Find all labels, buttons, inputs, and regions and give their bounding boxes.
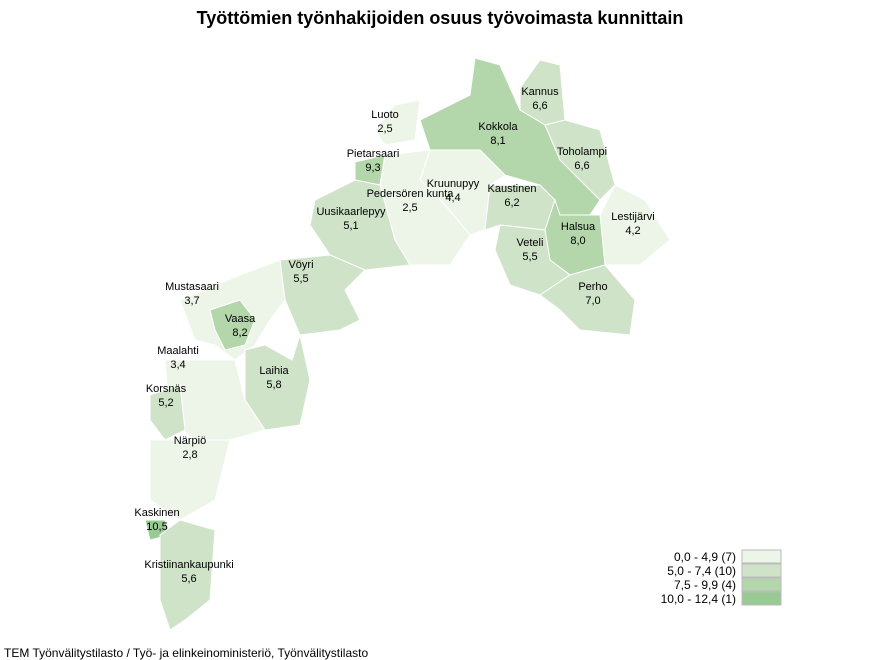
region-value: 2,5 [377,123,392,135]
region-name: Vaasa [225,313,256,325]
legend-label: 5,0 - 7,4 (10) [667,564,736,578]
region-name: Maalahti [157,345,199,357]
region-name: Laihia [259,365,289,377]
region [149,384,186,441]
region-name: Kruunupyy [427,178,480,190]
map-title: Työttömien työnhakijoiden osuus työvoima… [197,8,684,28]
region-name: Pedersören kunta [367,188,455,200]
region-name: Mustasaari [165,281,219,293]
legend-swatch [741,591,782,606]
legend: 0,0 - 4,9 (7)5,0 - 7,4 (10)7,5 - 9,9 (4)… [661,549,782,606]
region-value: 5,5 [522,251,537,263]
region-name: Uusikaarlepyy [316,206,386,218]
region-name: Veteli [517,237,544,249]
region-name: Lestijärvi [611,211,654,223]
region-name: Kristiinankaupunki [144,559,233,571]
region-value: 5,5 [293,273,308,285]
region-value: 3,7 [184,295,199,307]
region-name: Luoto [371,109,399,121]
region-value: 5,8 [266,379,281,391]
region-name: Halsua [561,221,596,233]
region-name: Korsnäs [146,383,187,395]
region-value: 4,2 [625,225,640,237]
region-name: Toholampi [557,146,607,158]
legend-swatch [741,563,782,578]
region-value: 5,2 [158,397,173,409]
region-name: Närpiö [174,435,206,447]
legend-label: 10,0 - 12,4 (1) [661,592,736,606]
region-value: 6,6 [574,160,589,172]
region-value: 10,5 [146,521,167,533]
legend-label: 7,5 - 9,9 (4) [674,578,736,592]
region [539,264,636,336]
labels: Kannus 6,6 Luoto 2,5 Kokkola 8,1 Toholampi 6,6 P… [134,86,654,585]
region-value: 2,5 [402,202,417,214]
region [279,254,366,336]
region-value: 6,2 [504,197,519,209]
regions [144,57,671,631]
region-name: Kaskinen [134,507,179,519]
region-value: 5,6 [181,573,196,585]
region [149,439,231,521]
region-value: 8,2 [232,327,247,339]
region-value: 3,4 [170,359,185,371]
region-name: Vöyri [288,259,313,271]
legend-label: 0,0 - 4,9 (7) [674,550,736,564]
region-value: 7,0 [585,295,600,307]
region-name: Pietarsaari [347,148,400,160]
legend-swatch [741,549,782,564]
region-name: Kaustinen [488,183,537,195]
legend-swatch [741,577,782,592]
region [159,519,216,631]
region-value: 8,0 [570,235,585,247]
region [209,299,256,351]
region-value: 5,1 [343,220,358,232]
source: TEM Työnvälitystilasto / Työ- ja elinkei… [4,646,368,660]
region-name: Kannus [521,86,559,98]
region-name: Perho [578,281,607,293]
region-value: 2,8 [182,449,197,461]
region-value: 4,4 [445,192,460,204]
region-value: 8,1 [490,135,505,147]
region-value: 9,3 [365,162,380,174]
region-name: Kokkola [478,121,518,133]
region [374,99,421,146]
region [309,179,411,271]
region-value: 6,6 [532,100,547,112]
